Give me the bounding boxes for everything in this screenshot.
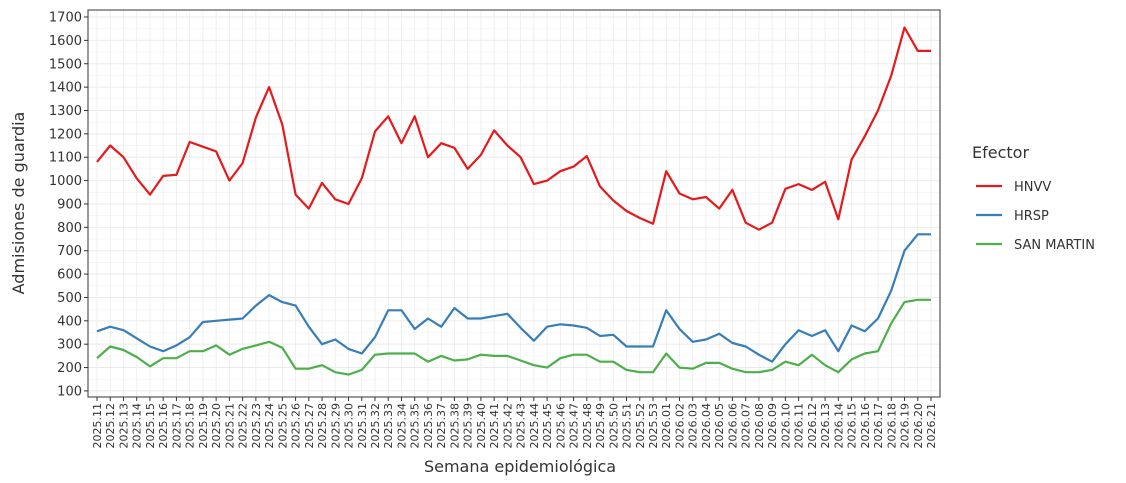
- x-tick-label: 2025.26: [290, 403, 303, 449]
- y-axis-title: Admisiones de guardia: [9, 112, 28, 295]
- y-tick-label: 1500: [49, 57, 82, 72]
- y-tick-label: 900: [57, 197, 82, 212]
- legend-label: SAN MARTIN: [1014, 238, 1095, 253]
- x-tick-label: 2025.23: [250, 403, 263, 449]
- x-tick-label: 2025.43: [515, 403, 528, 449]
- legend-label: HNVV: [1014, 180, 1051, 195]
- x-tick-label: 2025.39: [462, 403, 475, 449]
- x-tick-label: 2025.50: [607, 403, 620, 449]
- x-tick-label: 2025.16: [157, 403, 170, 449]
- y-tick-label: 600: [57, 268, 82, 283]
- x-tick-label: 2026.05: [713, 403, 726, 449]
- x-tick-label: 2025.18: [184, 403, 197, 449]
- x-tick-label: 2025.28: [316, 403, 329, 449]
- x-tick-label: 2025.20: [210, 403, 223, 449]
- x-tick-label: 2026.13: [819, 403, 832, 449]
- x-tick-label: 2025.33: [382, 403, 395, 449]
- x-tick-label: 2026.04: [700, 403, 713, 449]
- plot-border: [87, 9, 941, 398]
- x-tick-label: 2025.30: [343, 403, 356, 449]
- x-tick-label: 2025.47: [568, 403, 581, 449]
- x-axis-title: Semana epidemiológica: [424, 457, 616, 476]
- x-tick-label: 2025.27: [303, 403, 316, 449]
- y-tick-label: 1400: [49, 81, 82, 96]
- x-tick-label: 2025.38: [448, 403, 461, 449]
- x-tick-label: 2025.29: [329, 403, 342, 449]
- x-tick-label: 2026.08: [753, 403, 766, 449]
- legend-title: Efector: [972, 143, 1029, 162]
- x-tick-label: 2025.13: [117, 403, 130, 449]
- x-tick-label: 2026.16: [859, 403, 872, 449]
- x-tick-label: 2026.06: [726, 403, 739, 449]
- x-tick-label: 2026.09: [766, 403, 779, 449]
- y-tick-label: 300: [57, 338, 82, 353]
- x-tick-label: 2025.22: [237, 403, 250, 449]
- x-tick-label: 2025.25: [276, 403, 289, 449]
- x-tick-label: 2026.21: [925, 403, 938, 449]
- x-tick-label: 2026.11: [793, 403, 806, 449]
- x-tick-label: 2026.07: [740, 403, 753, 449]
- x-tick-label: 2025.17: [170, 403, 183, 449]
- y-tick-label: 700: [57, 244, 82, 259]
- x-tick-label: 2025.19: [197, 403, 210, 449]
- y-tick-label: 1700: [49, 11, 82, 26]
- x-tick-label: 2025.12: [104, 403, 117, 449]
- x-tick-label: 2025.21: [223, 403, 236, 449]
- y-tick-label: 500: [57, 291, 82, 306]
- legend-label: HRSP: [1014, 209, 1049, 224]
- x-tick-label: 2025.45: [541, 403, 554, 449]
- x-tick-label: 2026.12: [806, 403, 819, 449]
- y-tick-label: 1100: [49, 151, 82, 166]
- x-tick-label: 2025.31: [356, 403, 369, 449]
- x-tick-label: 2026.14: [832, 403, 845, 449]
- x-tick-label: 2025.35: [409, 403, 422, 449]
- y-tick-label: 1600: [49, 34, 82, 49]
- x-tick-label: 2025.24: [263, 403, 276, 449]
- y-tick-label: 400: [57, 314, 82, 329]
- y-tick-label: 100: [57, 384, 82, 399]
- x-tick-label: 2026.02: [673, 403, 686, 449]
- x-tick-label: 2025.46: [554, 403, 567, 449]
- x-tick-label: 2025.41: [488, 403, 501, 449]
- x-tick-label: 2026.03: [687, 403, 700, 449]
- x-tick-label: 2025.14: [131, 403, 144, 449]
- x-tick-label: 2026.18: [885, 403, 898, 449]
- x-tick-label: 2026.17: [872, 403, 885, 449]
- x-tick-label: 2026.01: [660, 403, 673, 449]
- x-tick-label: 2025.51: [621, 403, 634, 449]
- x-tick-label: 2026.10: [779, 403, 792, 449]
- x-tick-label: 2025.37: [435, 403, 448, 449]
- x-tick-label: 2025.32: [369, 403, 382, 449]
- y-tick-label: 1200: [49, 127, 82, 142]
- y-tick-label: 800: [57, 221, 82, 236]
- series-line: [96, 233, 931, 363]
- series-line: [96, 26, 931, 231]
- y-tick-label: 200: [57, 361, 82, 376]
- x-tick-label: 2025.48: [581, 403, 594, 449]
- x-tick-label: 2026.15: [846, 403, 859, 449]
- x-tick-label: 2025.49: [594, 403, 607, 449]
- y-tick-label: 1300: [49, 104, 82, 119]
- x-tick-label: 2025.53: [647, 403, 660, 449]
- x-tick-label: 2025.15: [144, 403, 157, 449]
- x-tick-label: 2025.34: [395, 403, 408, 449]
- x-tick-label: 2025.40: [475, 403, 488, 449]
- y-tick-label: 1000: [49, 174, 82, 189]
- series-line: [96, 298, 931, 376]
- x-tick-label: 2025.44: [528, 403, 541, 449]
- x-tick-label: 2025.36: [422, 403, 435, 449]
- x-tick-label: 2026.20: [912, 403, 925, 449]
- x-tick-label: 2026.19: [899, 403, 912, 449]
- x-tick-label: 2025.11: [91, 403, 104, 449]
- x-tick-label: 2025.42: [501, 403, 514, 449]
- x-tick-label: 2025.52: [634, 403, 647, 449]
